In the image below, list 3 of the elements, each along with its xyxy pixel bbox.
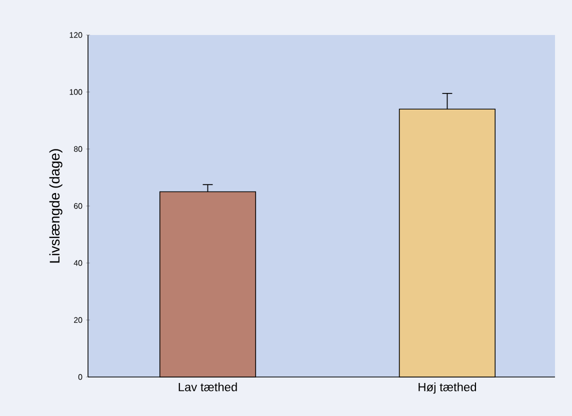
x-tick-label: Lav tæthed xyxy=(178,382,237,392)
y-axis-title: Livslængde (dage) xyxy=(49,149,62,263)
x-tick-label: Høj tæthed xyxy=(418,382,476,394)
